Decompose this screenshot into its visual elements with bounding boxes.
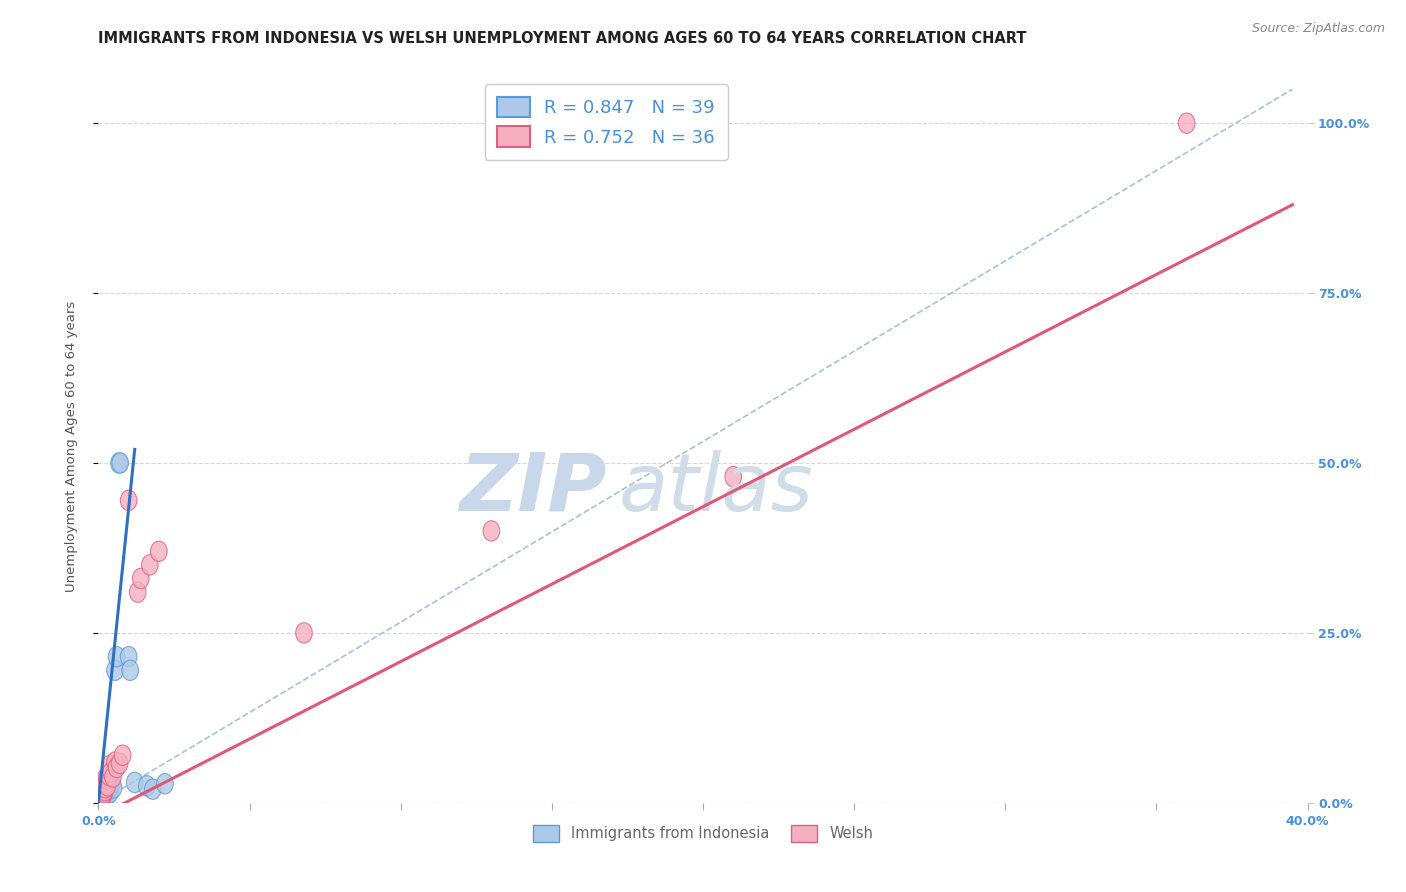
Ellipse shape bbox=[98, 786, 115, 806]
Ellipse shape bbox=[101, 779, 117, 799]
Ellipse shape bbox=[94, 782, 111, 803]
Ellipse shape bbox=[112, 453, 128, 473]
Ellipse shape bbox=[100, 784, 117, 805]
Ellipse shape bbox=[111, 453, 128, 473]
Ellipse shape bbox=[295, 623, 312, 643]
Ellipse shape bbox=[101, 782, 118, 803]
Ellipse shape bbox=[97, 782, 114, 803]
Y-axis label: Unemployment Among Ages 60 to 64 years: Unemployment Among Ages 60 to 64 years bbox=[65, 301, 77, 591]
Ellipse shape bbox=[93, 784, 110, 805]
Ellipse shape bbox=[127, 772, 143, 793]
Ellipse shape bbox=[156, 773, 173, 794]
Ellipse shape bbox=[94, 784, 110, 805]
Ellipse shape bbox=[150, 541, 167, 562]
Ellipse shape bbox=[98, 769, 115, 789]
Ellipse shape bbox=[97, 773, 114, 794]
Ellipse shape bbox=[94, 789, 111, 810]
Ellipse shape bbox=[93, 789, 110, 810]
Ellipse shape bbox=[142, 555, 157, 575]
Ellipse shape bbox=[107, 660, 124, 681]
Ellipse shape bbox=[101, 756, 118, 776]
Ellipse shape bbox=[94, 782, 110, 803]
Ellipse shape bbox=[93, 787, 110, 807]
Text: atlas: atlas bbox=[619, 450, 813, 528]
Ellipse shape bbox=[121, 491, 136, 510]
Text: ZIP: ZIP bbox=[458, 450, 606, 528]
Ellipse shape bbox=[138, 776, 155, 796]
Ellipse shape bbox=[104, 767, 121, 787]
Ellipse shape bbox=[94, 787, 111, 807]
Ellipse shape bbox=[94, 787, 111, 807]
Ellipse shape bbox=[97, 784, 114, 805]
Ellipse shape bbox=[96, 784, 112, 805]
Ellipse shape bbox=[93, 789, 110, 810]
Ellipse shape bbox=[94, 786, 111, 806]
Ellipse shape bbox=[108, 647, 125, 667]
Ellipse shape bbox=[94, 780, 111, 801]
Ellipse shape bbox=[93, 786, 110, 806]
Ellipse shape bbox=[97, 780, 112, 801]
Legend: Immigrants from Indonesia, Welsh: Immigrants from Indonesia, Welsh bbox=[526, 818, 880, 849]
Ellipse shape bbox=[103, 762, 120, 782]
Ellipse shape bbox=[96, 786, 112, 806]
Ellipse shape bbox=[107, 752, 124, 772]
Ellipse shape bbox=[93, 786, 110, 806]
Ellipse shape bbox=[96, 787, 111, 807]
Ellipse shape bbox=[93, 787, 110, 807]
Ellipse shape bbox=[97, 769, 114, 789]
Ellipse shape bbox=[97, 787, 114, 807]
Ellipse shape bbox=[97, 786, 112, 806]
Ellipse shape bbox=[121, 647, 136, 667]
Ellipse shape bbox=[122, 660, 138, 681]
Ellipse shape bbox=[96, 788, 112, 808]
Ellipse shape bbox=[108, 757, 125, 778]
Ellipse shape bbox=[96, 779, 112, 799]
Ellipse shape bbox=[96, 776, 112, 796]
Ellipse shape bbox=[1178, 113, 1195, 134]
Ellipse shape bbox=[97, 778, 114, 798]
Ellipse shape bbox=[93, 789, 110, 810]
Ellipse shape bbox=[105, 778, 122, 798]
Ellipse shape bbox=[145, 779, 162, 799]
Ellipse shape bbox=[96, 772, 112, 793]
Ellipse shape bbox=[132, 568, 149, 589]
Ellipse shape bbox=[725, 467, 741, 487]
Ellipse shape bbox=[129, 582, 146, 602]
Ellipse shape bbox=[111, 753, 128, 773]
Ellipse shape bbox=[94, 786, 111, 806]
Ellipse shape bbox=[103, 776, 120, 796]
Ellipse shape bbox=[104, 773, 121, 794]
Ellipse shape bbox=[94, 780, 111, 801]
Ellipse shape bbox=[101, 765, 117, 786]
Ellipse shape bbox=[100, 776, 115, 796]
Ellipse shape bbox=[484, 521, 499, 541]
Ellipse shape bbox=[96, 779, 112, 799]
Ellipse shape bbox=[96, 782, 112, 803]
Ellipse shape bbox=[114, 745, 131, 765]
Text: Source: ZipAtlas.com: Source: ZipAtlas.com bbox=[1251, 22, 1385, 36]
Ellipse shape bbox=[100, 780, 115, 801]
Ellipse shape bbox=[93, 782, 110, 803]
Ellipse shape bbox=[96, 782, 112, 803]
Text: IMMIGRANTS FROM INDONESIA VS WELSH UNEMPLOYMENT AMONG AGES 60 TO 64 YEARS CORREL: IMMIGRANTS FROM INDONESIA VS WELSH UNEMP… bbox=[98, 31, 1026, 46]
Ellipse shape bbox=[96, 784, 111, 805]
